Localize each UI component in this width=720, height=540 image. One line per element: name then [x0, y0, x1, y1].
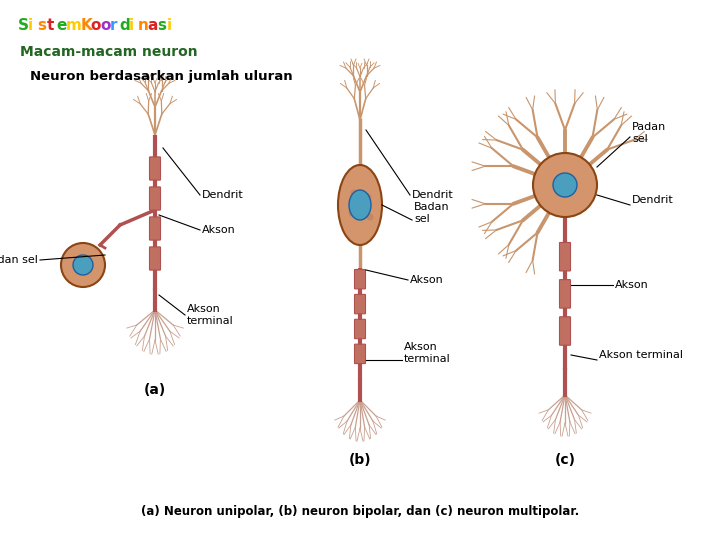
- Text: K: K: [81, 18, 93, 33]
- Circle shape: [533, 153, 597, 217]
- FancyBboxPatch shape: [150, 247, 161, 270]
- Text: Akson
terminal: Akson terminal: [187, 304, 234, 326]
- Text: n: n: [138, 18, 149, 33]
- Text: Dendrit: Dendrit: [412, 190, 454, 200]
- Text: (a) Neuron unipolar, (b) neuron bipolar, dan (c) neuron multipolar.: (a) Neuron unipolar, (b) neuron bipolar,…: [141, 505, 579, 518]
- Text: Akson terminal: Akson terminal: [599, 350, 683, 360]
- Circle shape: [73, 255, 93, 275]
- Text: r: r: [109, 18, 117, 33]
- Text: d: d: [119, 18, 130, 33]
- Ellipse shape: [553, 173, 577, 197]
- Text: a: a: [148, 18, 158, 33]
- FancyBboxPatch shape: [354, 269, 366, 289]
- Circle shape: [351, 190, 358, 197]
- Circle shape: [356, 201, 364, 208]
- Text: (a): (a): [144, 383, 166, 397]
- Text: i: i: [166, 18, 171, 33]
- FancyBboxPatch shape: [559, 317, 570, 345]
- Circle shape: [348, 210, 356, 217]
- Text: o: o: [100, 18, 110, 33]
- Circle shape: [364, 193, 372, 200]
- Text: Badan
sel: Badan sel: [414, 202, 449, 224]
- Text: t: t: [47, 18, 54, 33]
- Text: e: e: [56, 18, 66, 33]
- Text: s: s: [157, 18, 166, 33]
- Text: Macam-macam neuron: Macam-macam neuron: [20, 45, 197, 59]
- Text: Akson
terminal: Akson terminal: [404, 342, 451, 364]
- Text: Akson: Akson: [202, 225, 235, 235]
- Text: Akson: Akson: [615, 280, 649, 290]
- Text: (b): (b): [348, 453, 372, 467]
- Text: Neuron berdasarkan jumlah uluran: Neuron berdasarkan jumlah uluran: [30, 70, 292, 83]
- Circle shape: [366, 213, 374, 220]
- FancyBboxPatch shape: [354, 294, 366, 314]
- FancyBboxPatch shape: [354, 344, 366, 363]
- Text: i: i: [128, 18, 134, 33]
- FancyBboxPatch shape: [559, 242, 570, 271]
- Ellipse shape: [338, 165, 382, 245]
- FancyBboxPatch shape: [150, 187, 161, 210]
- Circle shape: [61, 243, 105, 287]
- FancyBboxPatch shape: [354, 319, 366, 339]
- Text: m: m: [66, 18, 81, 33]
- Text: (c): (c): [554, 453, 575, 467]
- Text: Dendrit: Dendrit: [632, 195, 674, 205]
- Text: S: S: [18, 18, 29, 33]
- Ellipse shape: [349, 190, 371, 220]
- Text: Akson: Akson: [410, 275, 444, 285]
- Text: Dendrit: Dendrit: [202, 190, 244, 200]
- FancyBboxPatch shape: [559, 280, 570, 308]
- Text: Padan
sel: Padan sel: [632, 122, 666, 144]
- Text: s: s: [37, 18, 46, 33]
- FancyBboxPatch shape: [150, 157, 161, 180]
- Text: i: i: [27, 18, 32, 33]
- Text: Badan sel: Badan sel: [0, 255, 38, 265]
- Text: o: o: [91, 18, 101, 33]
- FancyBboxPatch shape: [150, 217, 161, 240]
